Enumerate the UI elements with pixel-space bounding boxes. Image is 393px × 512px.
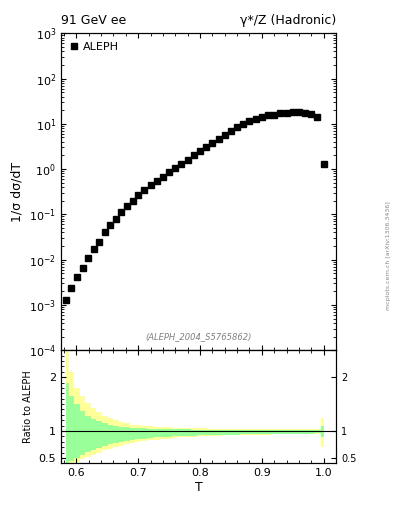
ALEPH — [108, 222, 113, 228]
ALEPH — [259, 114, 264, 120]
ALEPH — [130, 198, 135, 204]
Y-axis label: Ratio to ALEPH: Ratio to ALEPH — [23, 370, 33, 443]
ALEPH — [278, 110, 283, 116]
Text: 91 GeV ee: 91 GeV ee — [61, 14, 126, 27]
ALEPH — [179, 161, 184, 167]
ALEPH — [204, 144, 209, 150]
ALEPH — [154, 178, 159, 184]
ALEPH — [297, 109, 301, 115]
ALEPH — [125, 203, 129, 209]
ALEPH — [210, 140, 215, 146]
ALEPH — [253, 116, 258, 122]
ALEPH — [247, 118, 252, 124]
ALEPH — [229, 128, 233, 134]
ALEPH — [321, 161, 326, 167]
ALEPH — [119, 209, 124, 216]
ALEPH — [303, 110, 307, 116]
ALEPH — [69, 285, 74, 291]
ALEPH — [266, 112, 270, 118]
ALEPH — [80, 265, 85, 271]
ALEPH — [198, 148, 202, 154]
ALEPH — [64, 296, 68, 303]
ALEPH — [97, 239, 102, 245]
Line: ALEPH: ALEPH — [63, 110, 327, 303]
ALEPH — [114, 216, 118, 222]
ALEPH — [86, 254, 90, 261]
ALEPH — [136, 192, 141, 198]
Y-axis label: 1/σ dσ/dT: 1/σ dσ/dT — [10, 162, 23, 222]
Text: γ*/Z (Hadronic): γ*/Z (Hadronic) — [240, 14, 336, 27]
ALEPH — [161, 174, 165, 180]
Text: (ALEPH_2004_S5765862): (ALEPH_2004_S5765862) — [145, 332, 252, 340]
ALEPH — [309, 111, 314, 117]
ALEPH — [315, 114, 320, 120]
Text: mcplots.cern.ch [arXiv:1306.3436]: mcplots.cern.ch [arXiv:1306.3436] — [386, 202, 391, 310]
ALEPH — [91, 246, 96, 252]
ALEPH — [222, 132, 227, 138]
ALEPH — [216, 136, 221, 142]
ALEPH — [241, 121, 246, 127]
ALEPH — [235, 124, 239, 130]
ALEPH — [148, 182, 153, 188]
X-axis label: T: T — [195, 481, 202, 494]
Legend: ALEPH: ALEPH — [66, 39, 123, 55]
ALEPH — [75, 273, 79, 280]
ALEPH — [290, 109, 295, 115]
ALEPH — [272, 112, 277, 118]
ALEPH — [167, 169, 171, 176]
ALEPH — [173, 165, 178, 171]
ALEPH — [284, 110, 289, 116]
ALEPH — [142, 187, 147, 193]
ALEPH — [103, 229, 107, 236]
ALEPH — [191, 153, 196, 159]
ALEPH — [185, 157, 190, 163]
